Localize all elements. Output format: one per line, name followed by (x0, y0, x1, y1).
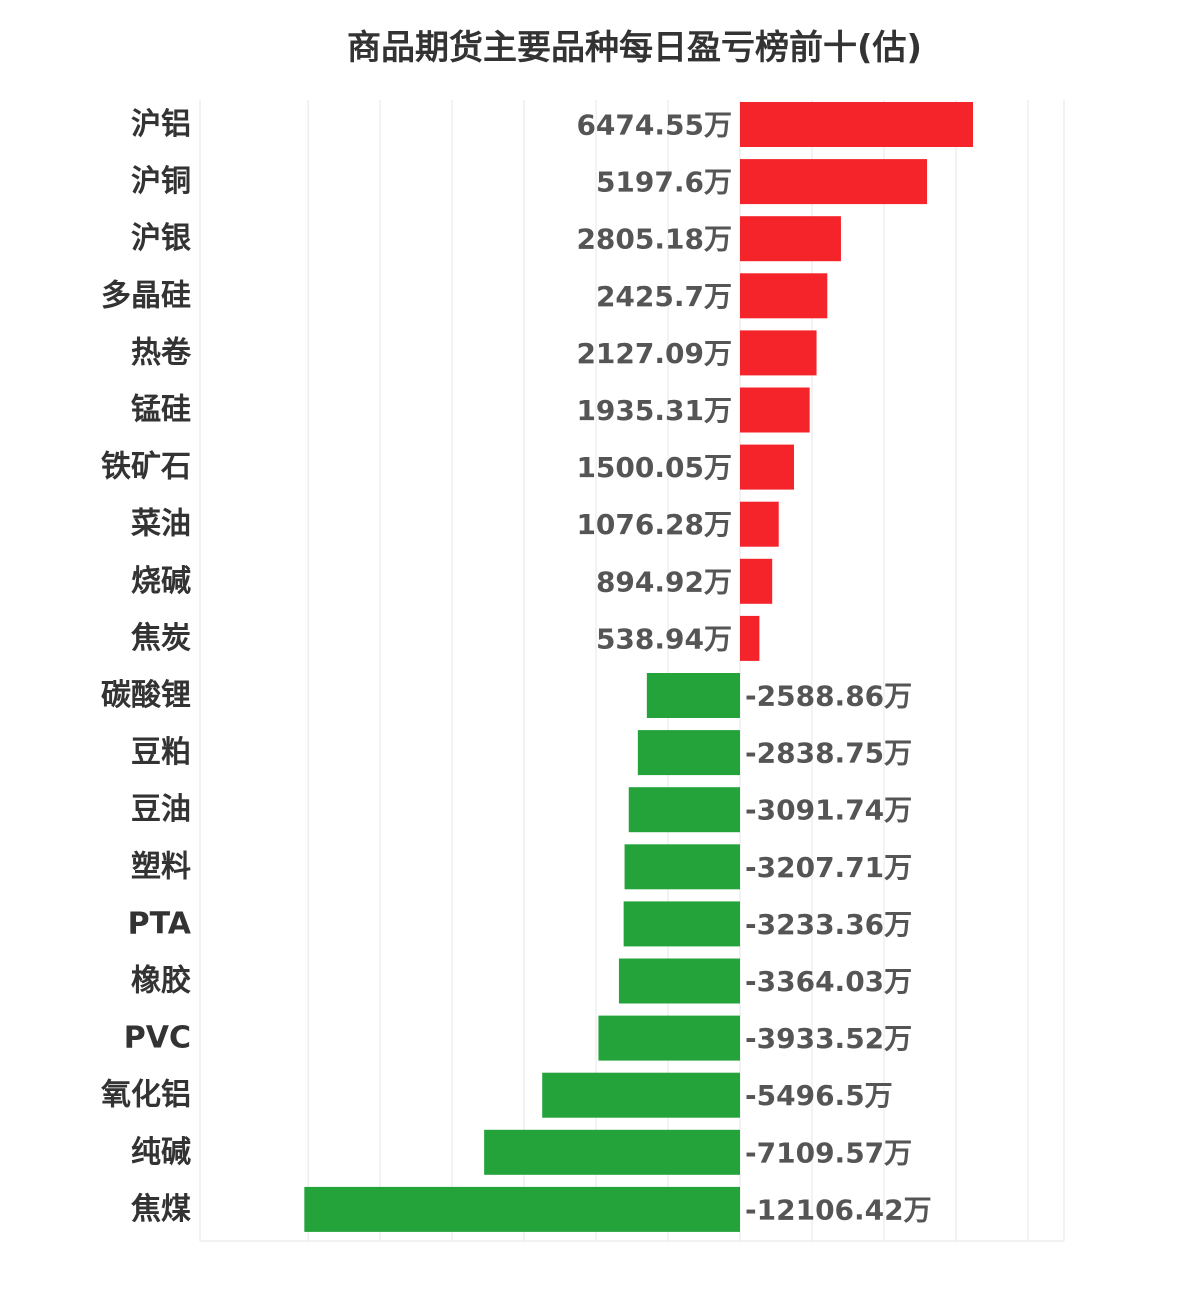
value-label-6: 1935.31万 (576, 394, 732, 427)
bar-14 (624, 844, 740, 890)
bar-13 (628, 787, 740, 833)
category-label-1: 沪铝 (131, 107, 191, 142)
value-label-16: -3364.03万 (745, 965, 912, 998)
bar-8 (740, 501, 779, 547)
category-label-9: 烧碱 (131, 564, 191, 599)
value-label-14: -3207.71万 (745, 851, 912, 884)
bar-10 (740, 615, 760, 661)
value-label-13: -3091.74万 (745, 794, 912, 827)
chart-title: 商品期货主要品种每日盈亏榜前十(估) (346, 28, 923, 68)
value-label-11: -2588.86万 (745, 680, 912, 713)
value-label-10: 538.94万 (596, 622, 732, 655)
bar-18 (542, 1072, 740, 1118)
category-label-17: PVC (124, 1021, 191, 1056)
category-label-12: 豆粕 (131, 735, 191, 770)
category-label-8: 菜油 (131, 507, 191, 542)
bar-15 (623, 901, 740, 947)
category-label-10: 焦炭 (131, 621, 191, 656)
category-label-20: 焦煤 (131, 1192, 191, 1227)
category-label-7: 铁矿石 (101, 450, 191, 485)
value-label-20: -12106.42万 (745, 1193, 932, 1226)
category-label-11: 碳酸锂 (101, 678, 191, 713)
value-label-8: 1076.28万 (576, 508, 732, 541)
bar-4 (740, 273, 828, 319)
bar-20 (304, 1186, 740, 1232)
bar-16 (618, 958, 740, 1004)
value-label-1: 6474.55万 (576, 109, 732, 142)
category-label-3: 沪银 (131, 221, 191, 256)
category-label-14: 塑料 (131, 849, 191, 884)
value-label-5: 2127.09万 (576, 337, 732, 370)
bar-12 (637, 730, 740, 776)
category-label-4: 多晶硅 (101, 278, 191, 313)
value-label-4: 2425.7万 (596, 280, 732, 313)
category-label-2: 沪铜 (131, 164, 191, 199)
category-label-13: 豆油 (131, 792, 191, 827)
bar-17 (598, 1015, 740, 1061)
category-label-18: 氧化铝 (101, 1078, 191, 1113)
bar-2 (740, 159, 928, 205)
value-label-3: 2805.18万 (576, 223, 732, 256)
category-label-15: PTA (128, 906, 192, 941)
bar-6 (740, 387, 810, 433)
bar-7 (740, 444, 794, 490)
bar-3 (740, 216, 841, 262)
value-label-12: -2838.75万 (745, 737, 912, 770)
bar-9 (740, 558, 773, 604)
category-label-6: 锰硅 (131, 393, 191, 428)
bar-11 (646, 673, 740, 718)
value-label-7: 1500.05万 (576, 451, 732, 484)
value-label-15: -3233.36万 (745, 908, 912, 941)
value-label-18: -5496.5万 (745, 1079, 893, 1112)
bar-1 (740, 102, 973, 147)
category-label-5: 热卷 (131, 335, 192, 370)
value-label-19: -7109.57万 (745, 1136, 912, 1169)
value-label-2: 5197.6万 (596, 166, 732, 199)
category-label-16: 橡胶 (131, 964, 191, 999)
category-label-19: 纯碱 (131, 1135, 191, 1170)
bar-5 (740, 330, 817, 376)
value-label-17: -3933.52万 (745, 1022, 912, 1055)
bar-19 (484, 1129, 740, 1175)
value-label-9: 894.92万 (596, 565, 732, 598)
